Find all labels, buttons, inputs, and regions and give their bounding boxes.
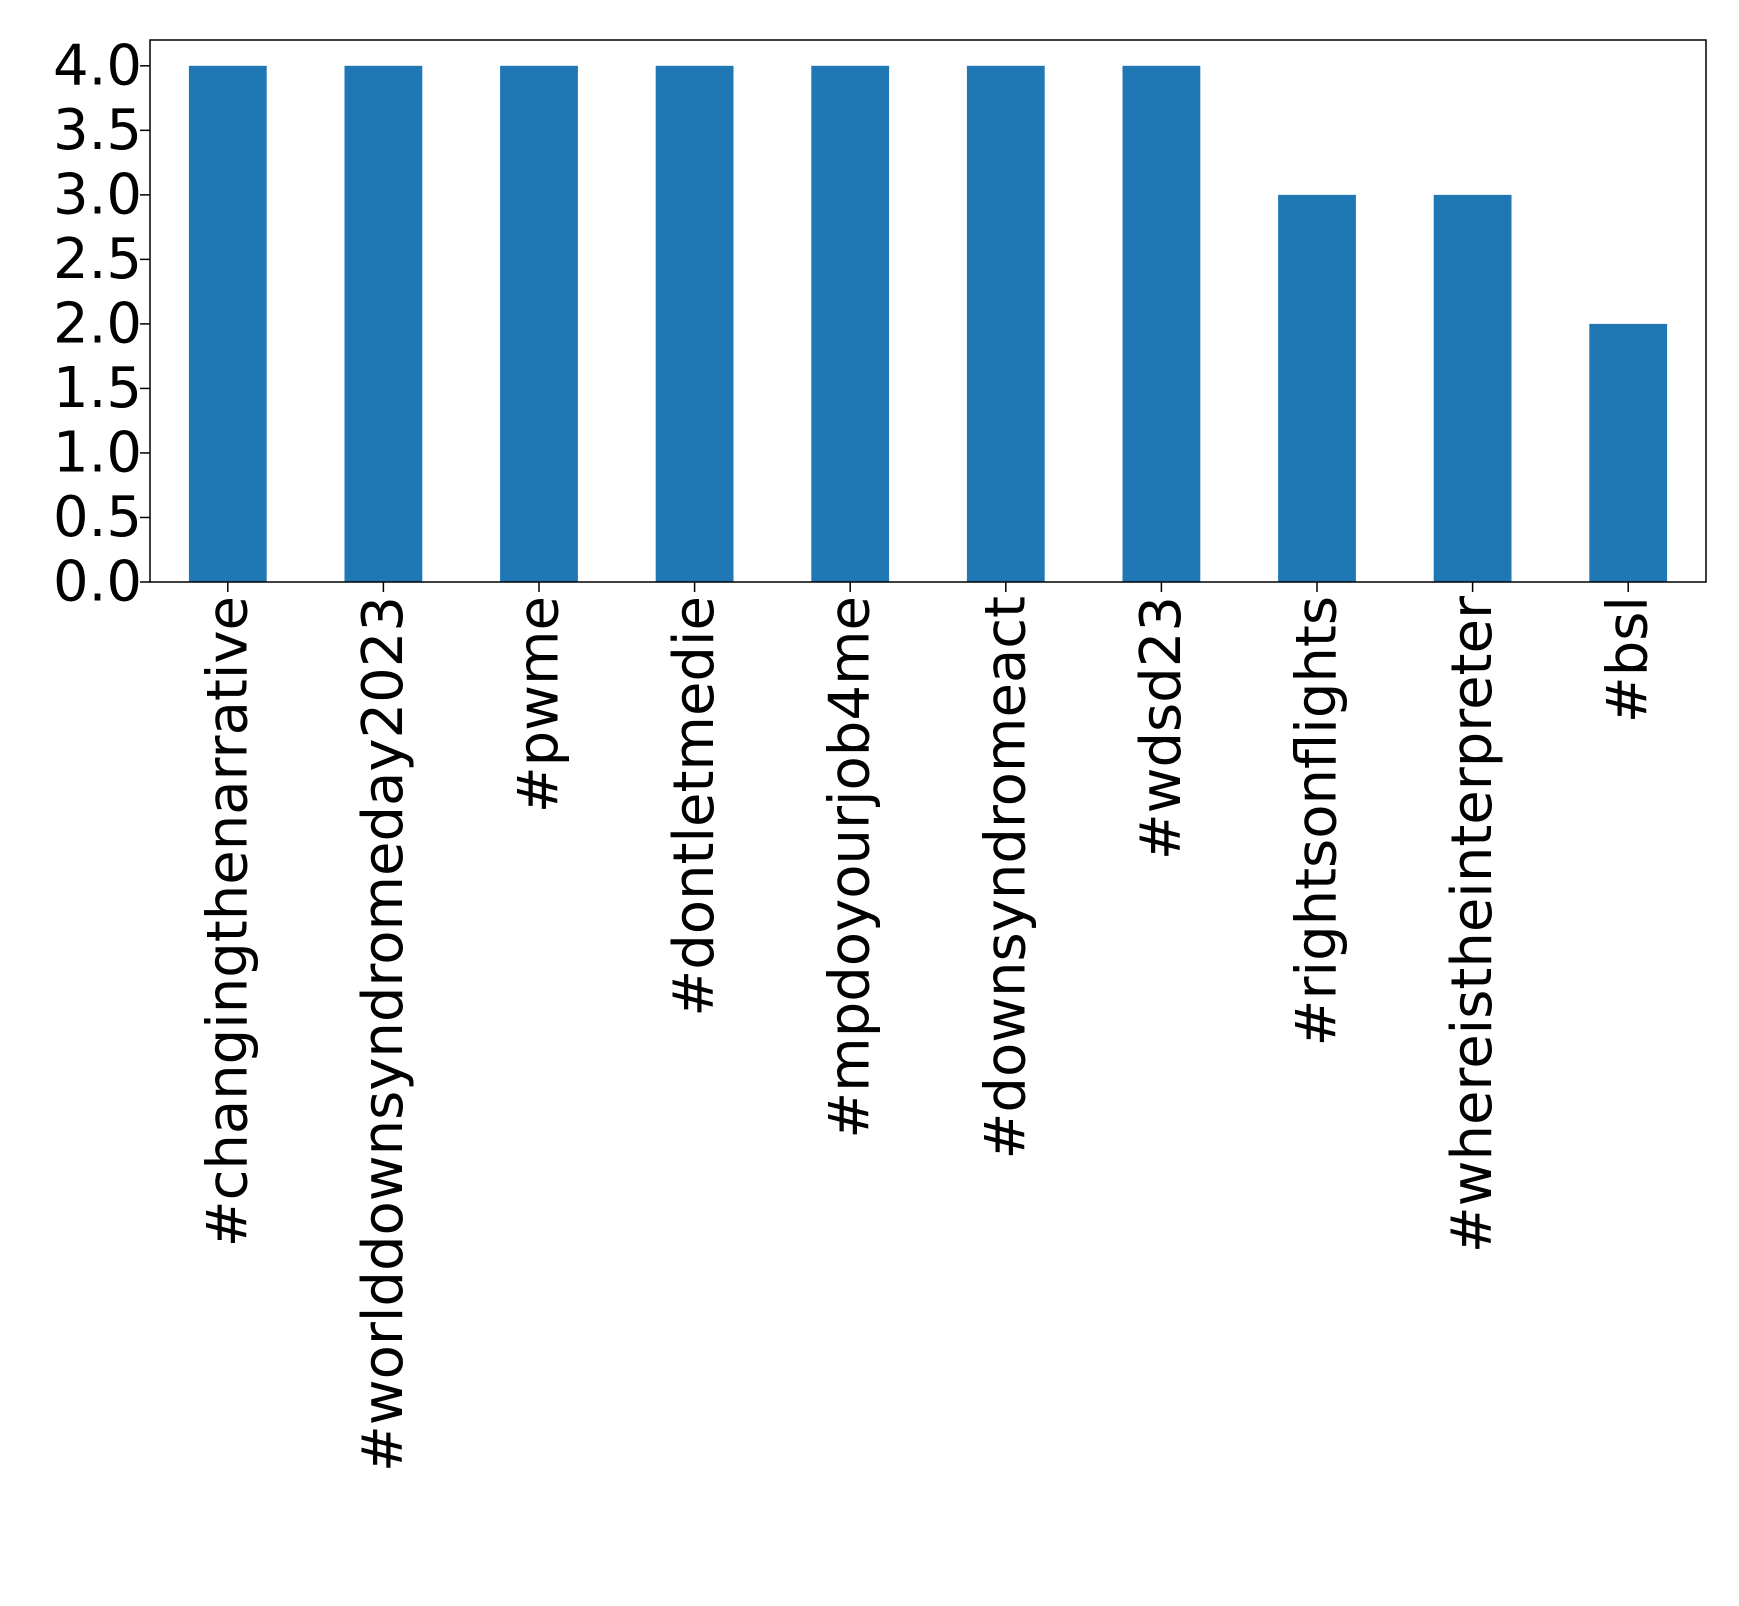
- y-tick-label-5: 2.5: [53, 227, 142, 292]
- y-tick-label-1: 0.5: [53, 485, 142, 550]
- bar-7: [1278, 194, 1356, 582]
- bar-3: [655, 65, 734, 583]
- bar-4: [811, 65, 890, 583]
- bar-6: [1122, 65, 1201, 583]
- y-tick-label-0: 0.0: [53, 550, 142, 615]
- x-tick-label-5: #downsyndromeact: [973, 596, 1038, 1159]
- plot-frame: [149, 39, 1707, 583]
- bar-8: [1433, 194, 1512, 582]
- x-tick-label-9: #bsl: [1596, 596, 1661, 723]
- bar-5: [966, 65, 1045, 583]
- x-tick-label-6: #wdsd23: [1129, 596, 1194, 860]
- x-tick-label-3: #dontletmedie: [662, 596, 727, 1017]
- y-tick-label-2: 1.0: [53, 420, 142, 485]
- bar-0: [188, 65, 267, 583]
- x-tick-label-0: #changingthenarrative: [195, 596, 260, 1247]
- x-tick-label-8: #whereistheinterpreter: [1440, 595, 1505, 1253]
- x-tick-label-1: #worlddownsyndromeday2023: [351, 596, 416, 1472]
- bar-1: [344, 65, 423, 583]
- y-tick-label-6: 3.0: [53, 162, 142, 227]
- y-tick-label-7: 3.5: [53, 98, 142, 163]
- y-tick-label-3: 1.5: [53, 356, 142, 421]
- y-axis: 0.00.51.01.52.02.53.03.54.0: [53, 33, 150, 615]
- bar-9: [1589, 323, 1668, 582]
- bars-group: [188, 65, 1668, 583]
- x-tick-label-2: #pwme: [507, 596, 572, 813]
- y-tick-label-4: 2.0: [53, 291, 142, 356]
- x-axis: #changingthenarrative #worlddownsyndromed…: [195, 582, 1661, 1472]
- x-tick-label-4: #mpdoyourjob4me: [818, 596, 883, 1139]
- bar-2: [500, 65, 578, 583]
- x-tick-label-7: #rightsonflights: [1285, 596, 1350, 1046]
- y-tick-label-8: 4.0: [53, 33, 142, 98]
